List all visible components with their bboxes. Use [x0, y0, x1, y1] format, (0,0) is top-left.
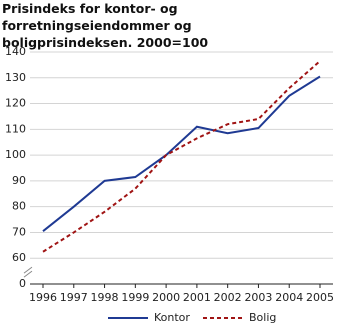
x-tick-label: 1999 [121, 291, 149, 304]
legend-label: Bolig [249, 311, 276, 324]
y-tick-label: 130 [5, 71, 26, 84]
y-tick-label: 90 [12, 174, 26, 187]
y-tick-label: 0 [19, 277, 26, 290]
series-line [42, 75, 321, 232]
x-tick-label: 2005 [306, 291, 334, 304]
x-tick-label: 1998 [91, 291, 119, 304]
y-tick-label: 110 [5, 122, 26, 135]
legend-label: Kontor [154, 311, 190, 324]
x-tick-label: 1997 [60, 291, 88, 304]
y-tick-label: 60 [12, 251, 26, 264]
y-tick-label: 140 [5, 45, 26, 58]
x-tick-label: 1996 [29, 291, 57, 304]
chart-title: Prisindeks for kontor- og forretningseie… [2, 1, 209, 50]
y-tick-label: 120 [5, 97, 26, 110]
axis-break [23, 266, 33, 278]
x-tick-label: 2000 [152, 291, 180, 304]
y-tick-label: 80 [12, 200, 26, 213]
y-tick-label: 70 [12, 225, 26, 238]
x-tick-label: 2004 [275, 291, 303, 304]
x-tick-label: 2003 [244, 291, 272, 304]
series-line [42, 60, 321, 253]
x-tick-label: 2001 [183, 291, 211, 304]
y-tick-label: 100 [5, 148, 26, 161]
x-tick-label: 2002 [214, 291, 242, 304]
